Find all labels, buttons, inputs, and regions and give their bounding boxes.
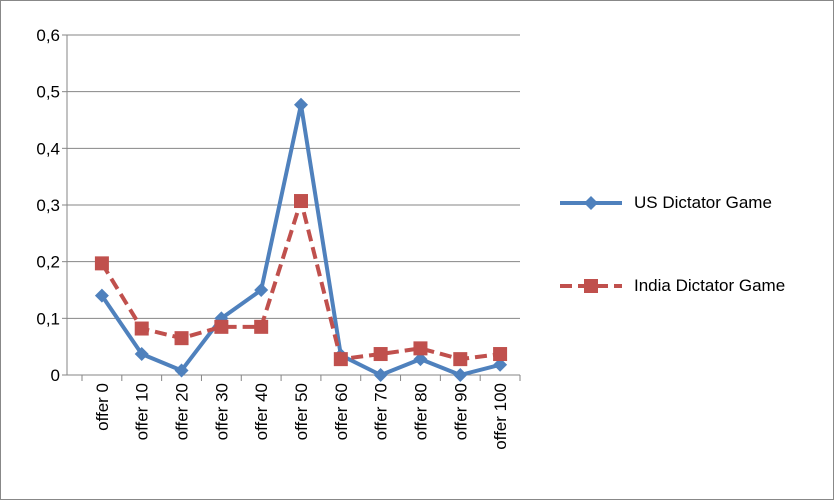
y-tick-label: 0,4 [36,139,60,158]
x-tick-label: offer 70 [372,383,391,440]
x-tick-label: offer 80 [411,383,430,440]
point [493,357,508,372]
x-tick-label: offer 100 [491,383,510,450]
point [413,341,428,356]
x-tick-label: offer 60 [332,383,351,440]
point [373,368,388,382]
y-tick-label: 0 [51,366,60,385]
point [94,256,109,271]
point [584,196,598,210]
point [373,347,388,362]
x-tick-label: offer 30 [212,383,231,440]
point [294,194,308,209]
point [254,319,269,334]
point [94,288,109,303]
x-tick-label: offer 40 [252,383,271,440]
x-tick-label: offer 50 [292,383,311,440]
x-tick-label: offer 10 [133,383,152,440]
y-tick-label: 0,2 [36,253,60,272]
point [294,97,308,112]
legend-label: India Dictator Game [634,276,786,295]
x-tick-label: offer 20 [173,383,192,440]
y-tick-label: 0,1 [36,309,60,328]
legend-label: US Dictator Game [634,193,772,212]
point [453,368,468,382]
x-tick-label: offer 0 [93,383,112,431]
point [584,279,598,293]
point [174,331,189,346]
point [214,319,229,334]
point [254,283,269,297]
y-tick-label: 0,3 [36,196,60,215]
x-tick-label: offer 90 [451,383,470,440]
point [453,352,468,367]
point [134,347,149,362]
y-tick-label: 0,6 [36,26,60,45]
point [493,347,508,362]
point [174,363,189,378]
point [134,321,149,336]
y-tick-label: 0,5 [36,83,60,102]
point [333,352,348,367]
point [413,352,428,367]
